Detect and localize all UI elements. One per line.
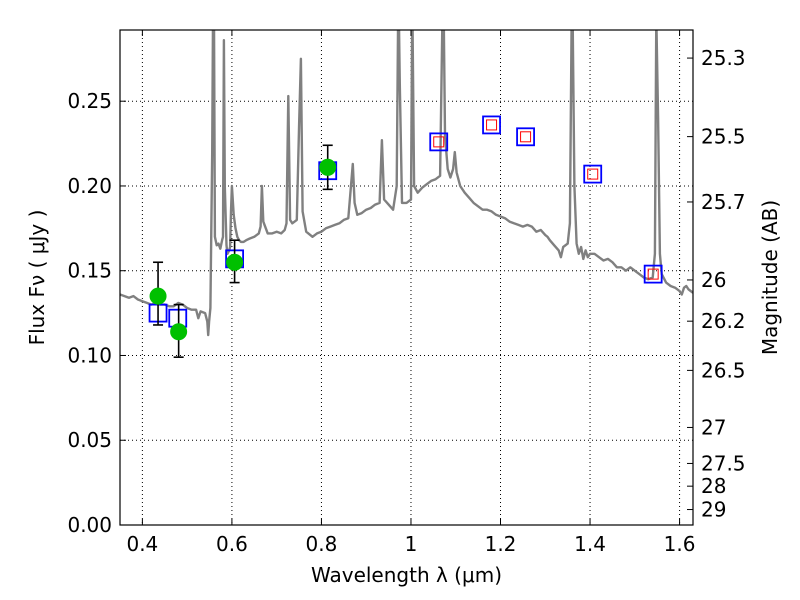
y-tick-label: 0.15 xyxy=(67,259,112,283)
x-tick-label: 0.8 xyxy=(306,532,338,556)
y-tick-label: 0.00 xyxy=(67,513,112,537)
observed-photometry-point xyxy=(170,323,188,341)
magnitude-tick-label: 26.5 xyxy=(701,358,746,382)
observed-photometry-square xyxy=(587,168,599,180)
x-tick-label: 1.6 xyxy=(664,532,696,556)
x-tick-label: 0.4 xyxy=(126,532,158,556)
magnitude-tick-label: 26.2 xyxy=(701,309,746,333)
magnitude-tick-label: 25.5 xyxy=(701,125,746,149)
gridlines xyxy=(120,30,693,526)
y-axis-label: Flux Fν ( μJy ) xyxy=(25,210,49,346)
y2-axis-label: Magnitude (AB) xyxy=(758,200,782,355)
magnitude-tick-label: 25.3 xyxy=(701,46,746,70)
model-photometry-square xyxy=(429,132,449,152)
model-photometry-square xyxy=(583,164,603,184)
plot-area xyxy=(120,30,693,358)
observed-photometry-square xyxy=(433,136,445,148)
y-tick-label: 0.05 xyxy=(67,428,112,452)
y-tick-label: 0.25 xyxy=(67,89,112,113)
x-tick-label: 0.6 xyxy=(216,532,248,556)
observed-photometry-point xyxy=(149,287,167,305)
magnitude-tick-label: 27 xyxy=(701,415,726,439)
model-photometry-square xyxy=(482,115,501,135)
y-tick-label: 0.10 xyxy=(67,343,112,367)
magnitude-tick-label: 25.7 xyxy=(701,190,746,214)
model-photometry-square xyxy=(516,127,535,147)
observed-photometry-square xyxy=(520,131,532,143)
observed-photometry-point xyxy=(226,253,244,271)
x-tick-label: 1 xyxy=(405,532,418,556)
x-tick-label: 1.2 xyxy=(485,532,517,556)
model-photometry-square xyxy=(643,264,663,284)
observed-photometry-square xyxy=(647,268,659,280)
observed-photometry-point xyxy=(319,158,337,176)
magnitude-tick-label: 29 xyxy=(701,498,726,522)
magnitude-tick-label: 28 xyxy=(701,474,726,498)
magnitude-tick-label: 27.5 xyxy=(701,451,746,475)
axis-ticks: 0.4 0.6 0.8 1 1.2 1.4 1.6 0.00 0.05 0.10 0.15 0.20 0… xyxy=(67,30,746,556)
magnitude-tick-label: 26 xyxy=(701,268,726,292)
model-sed-line xyxy=(120,30,693,337)
observed-photometry-square xyxy=(486,119,498,131)
y-tick-label: 0.20 xyxy=(67,174,112,198)
x-tick-label: 1.4 xyxy=(574,532,606,556)
plot-frame xyxy=(119,29,694,526)
x-axis-label: Wavelength λ (μm) xyxy=(311,563,502,587)
